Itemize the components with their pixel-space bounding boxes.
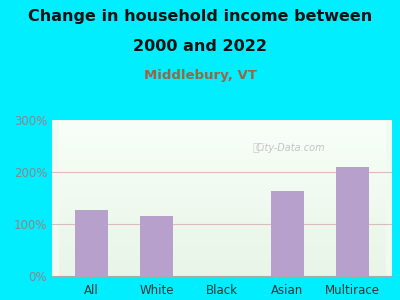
Text: 2000 and 2022: 2000 and 2022 — [133, 39, 267, 54]
Bar — [336, 167, 369, 276]
Text: Change in household income between: Change in household income between — [28, 9, 372, 24]
Text: City-Data.com: City-Data.com — [255, 143, 325, 153]
Bar — [75, 210, 108, 276]
Text: ⌕: ⌕ — [253, 143, 259, 153]
Bar — [271, 191, 304, 276]
Text: Middlebury, VT: Middlebury, VT — [144, 69, 256, 82]
Bar — [140, 216, 173, 276]
